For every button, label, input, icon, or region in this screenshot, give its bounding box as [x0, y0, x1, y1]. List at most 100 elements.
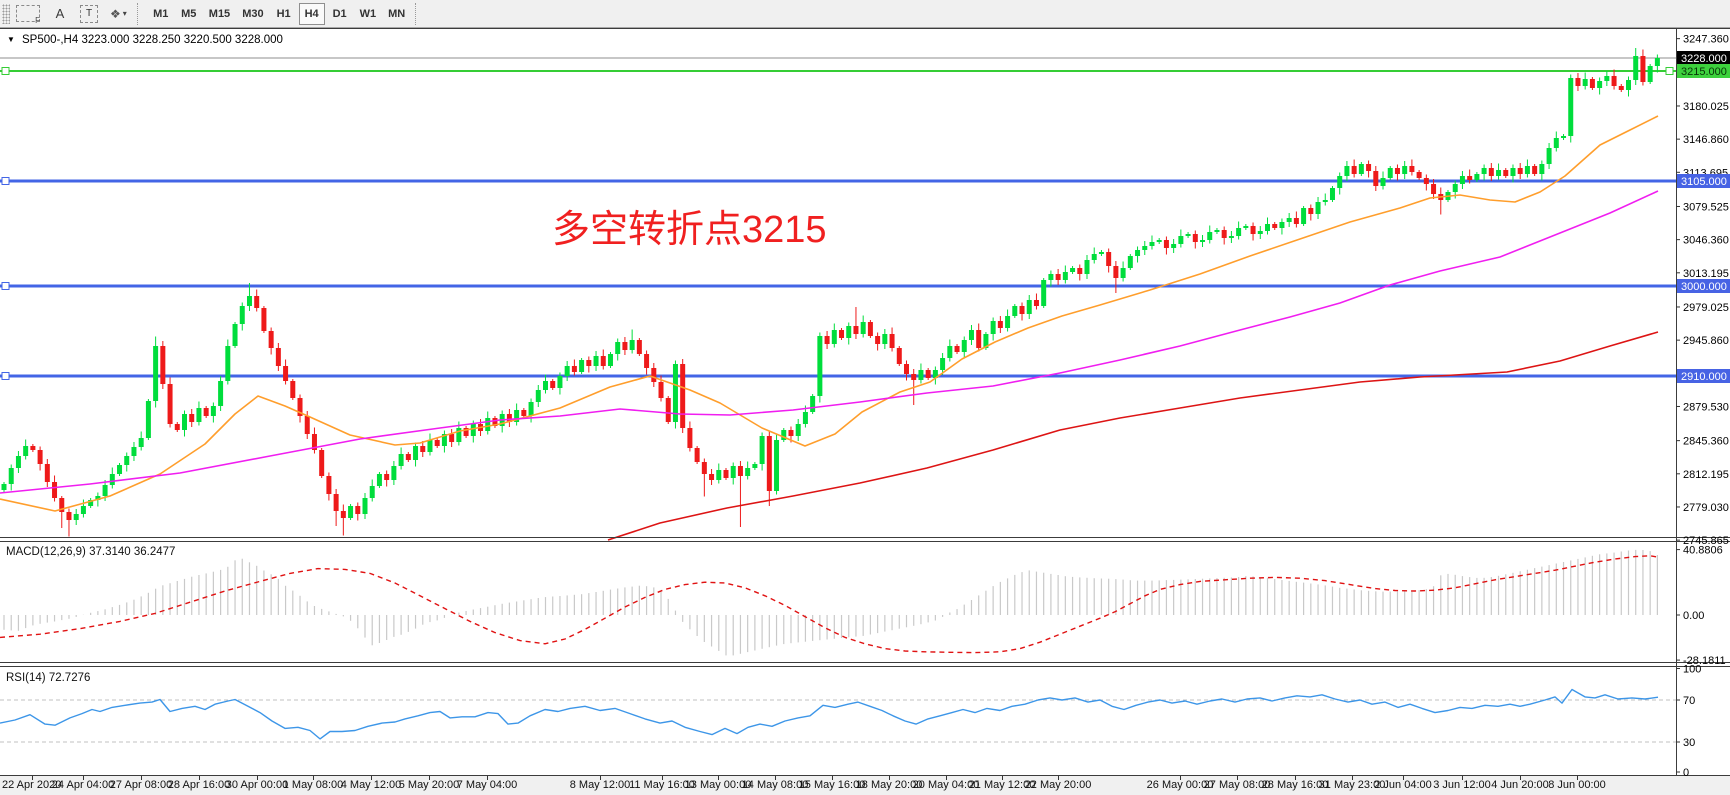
hline-3105[interactable]	[0, 177, 1676, 185]
macd-label: MACD(12,26,9) 37.3140 36.2477	[6, 546, 175, 558]
time-tick	[1403, 776, 1404, 780]
time-tick	[1462, 776, 1463, 780]
timeframe-button-h4[interactable]: H4	[298, 2, 325, 25]
svg-text:100: 100	[1683, 664, 1701, 676]
macd-axis[interactable]: 40.8806 0.00 -28.1811	[1676, 545, 1726, 668]
time-label: 28 Apr 16:00	[167, 779, 231, 791]
text-label-tool-button[interactable]: T	[75, 3, 103, 25]
font-tool-button[interactable]: A	[47, 3, 73, 25]
svg-text:2979.025: 2979.025	[1683, 302, 1729, 314]
time-tick	[487, 776, 488, 780]
timeframe-button-d1[interactable]: D1	[332, 7, 347, 20]
time-label: 8 Jun 00:00	[1548, 779, 1606, 791]
toolbar-separator	[415, 2, 421, 25]
svg-text:2945.860: 2945.860	[1683, 335, 1729, 347]
svg-text:2745.865: 2745.865	[1683, 535, 1729, 547]
svg-text:3228.000: 3228.000	[1681, 53, 1727, 65]
time-label: 31 May 23:00	[1318, 779, 1386, 791]
svg-text:0.00: 0.00	[1683, 610, 1704, 622]
time-label: 8 May 12:00	[569, 779, 631, 791]
rsi-axis[interactable]: 100 70 30 0	[1676, 664, 1701, 777]
symbol-dropdown-icon[interactable]: ▼	[7, 35, 15, 44]
text-label-tool-icon: T	[80, 4, 98, 23]
svg-text:0: 0	[1683, 767, 1689, 776]
ma-mid-magenta	[0, 190, 1659, 494]
time-label: 2 Jun 04:00	[1374, 779, 1432, 791]
time-label: 26 May 00:00	[1146, 779, 1214, 791]
hline-3000-left-handle[interactable]	[1, 282, 10, 290]
rsi-panel	[0, 688, 1676, 743]
time-tick	[83, 776, 84, 780]
macd-histogram	[3, 549, 1658, 656]
timeframe-group: M1 M5 M15 M30 H1 H4 D1 W1 MN	[147, 2, 411, 25]
time-tick	[662, 776, 663, 780]
shapes-tool-button[interactable]: ❖ ▾	[105, 3, 132, 25]
hline-3215-badge: 3215.000	[1677, 64, 1730, 78]
annotation-text[interactable]: 多空转折点3215	[552, 209, 827, 251]
time-label: 11 May 16:00	[629, 779, 695, 791]
timeframe-button-w1[interactable]: W1	[359, 7, 377, 20]
time-label: 22 May 20:00	[1024, 779, 1092, 791]
macd-signal-line	[0, 555, 1659, 654]
time-tick	[889, 776, 890, 780]
svg-text:30: 30	[1683, 737, 1695, 749]
svg-text:3000.000: 3000.000	[1681, 281, 1727, 293]
svg-text:2879.530: 2879.530	[1683, 402, 1729, 414]
svg-text:3247.360: 3247.360	[1683, 34, 1729, 46]
hline-2910[interactable]	[0, 372, 1676, 380]
time-tick	[1002, 776, 1003, 780]
chart-canvas[interactable]: 多空转折点3215 3247.3603180.0253146.8603113.69…	[0, 28, 1730, 776]
toolbar-grip[interactable]	[2, 3, 10, 24]
time-tick	[371, 776, 372, 780]
time-label: 15 May 16:00	[798, 779, 866, 791]
time-label: 30 Apr 00:00	[225, 779, 289, 791]
hline-3215-right-handle[interactable]	[1665, 67, 1674, 75]
time-tick	[775, 776, 776, 780]
rsi-label: RSI(14) 72.7276	[6, 672, 90, 684]
svg-text:2910.000: 2910.000	[1681, 371, 1727, 383]
timeframe-button-h1[interactable]: H1	[276, 7, 291, 20]
svg-text:3013.195: 3013.195	[1683, 268, 1729, 280]
time-tick	[1237, 776, 1238, 780]
svg-text:3105.000: 3105.000	[1681, 176, 1727, 188]
timeframe-button-m1[interactable]: M1	[153, 7, 169, 20]
frame-tool-icon: F	[16, 5, 40, 25]
time-label: 24 Apr 04:00	[51, 779, 115, 791]
time-label: 27 Apr 08:00	[109, 779, 173, 791]
svg-text:2812.195: 2812.195	[1683, 469, 1729, 481]
macd-panel	[0, 549, 1659, 656]
time-tick	[946, 776, 947, 780]
symbol-ohlc-label: SP500-,H4 3223.000 3228.250 3220.500 322…	[22, 34, 283, 46]
time-label: 3 Jun 12:00	[1433, 779, 1491, 791]
time-tick	[1295, 776, 1296, 780]
svg-text:3079.525: 3079.525	[1683, 202, 1729, 214]
time-tick	[1577, 776, 1578, 780]
hline-3215-left-handle[interactable]	[1, 67, 10, 75]
timeframe-button-m30[interactable]: M30	[242, 7, 264, 20]
time-axis[interactable]: 22 Apr 2020 24 Apr 04:00 27 Apr 08:00 28 Ap…	[0, 776, 1730, 795]
time-tick	[718, 776, 719, 780]
hline-3000[interactable]	[0, 282, 1676, 290]
hline-3215[interactable]	[0, 67, 1676, 75]
svg-text:3046.360: 3046.360	[1683, 235, 1729, 247]
time-tick	[832, 776, 833, 780]
svg-text:40.8806: 40.8806	[1683, 545, 1723, 557]
price-axis[interactable]: 3247.3603180.0253146.8603113.6953079.525…	[1676, 34, 1730, 548]
frame-tool-button[interactable]: F	[11, 3, 45, 25]
svg-text:2845.360: 2845.360	[1683, 436, 1729, 448]
timeframe-button-m5[interactable]: M5	[181, 7, 197, 20]
time-tick	[1180, 776, 1181, 780]
hline-3105-left-handle[interactable]	[1, 177, 10, 185]
timeframe-button-m15[interactable]: M15	[208, 7, 231, 20]
candles	[1, 48, 1660, 537]
time-label: 27 May 08:00	[1203, 779, 1271, 791]
timeframe-button-mn[interactable]: MN	[388, 7, 406, 20]
time-tick	[32, 776, 33, 780]
svg-text:-28.1811: -28.1811	[1683, 655, 1726, 667]
chevron-down-icon: ▾	[122, 9, 127, 18]
time-label: 21 May 12:00	[968, 779, 1036, 791]
time-label: 28 May 16:00	[1261, 779, 1329, 791]
svg-text:70: 70	[1683, 695, 1695, 707]
hline-2910-left-handle[interactable]	[1, 372, 10, 380]
